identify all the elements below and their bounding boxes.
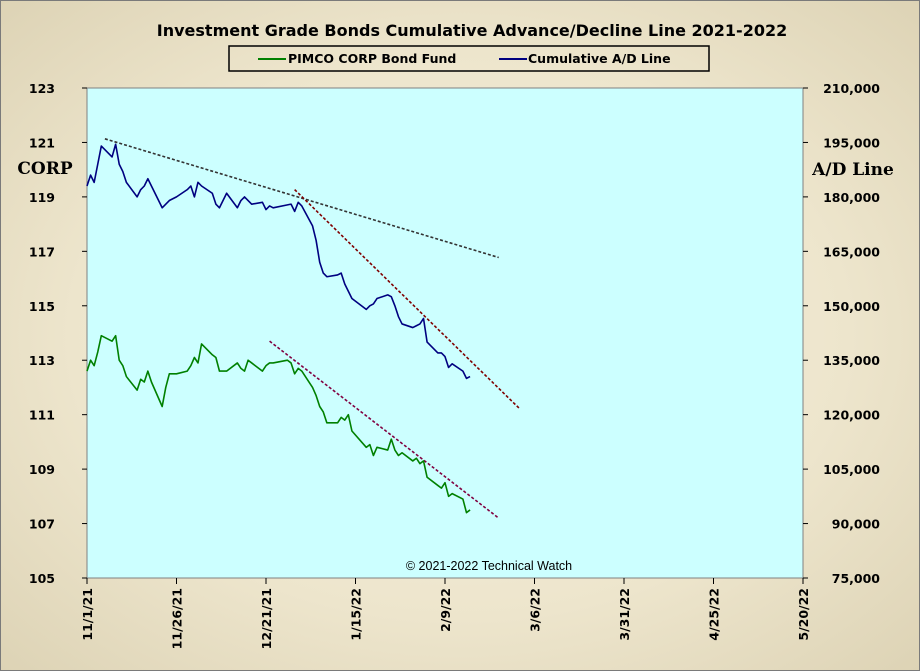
y-right-tick-label: 150,000 xyxy=(823,299,880,314)
y-right-tick-label: 180,000 xyxy=(823,190,880,205)
y-left-tick-label: 115 xyxy=(29,299,55,314)
y-left-tick-label: 105 xyxy=(29,571,55,586)
legend-label-ad: Cumulative A/D Line xyxy=(528,51,671,66)
chart-title: Investment Grade Bonds Cumulative Advanc… xyxy=(157,21,787,40)
y-left-tick-label: 123 xyxy=(29,81,55,96)
x-tick-label: 4/25/22 xyxy=(707,588,722,641)
y-right-tick-label: 105,000 xyxy=(823,462,880,477)
y-right-title: A/D Line xyxy=(811,160,894,180)
x-tick-label: 1/15/22 xyxy=(349,588,364,641)
y-left-tick-label: 107 xyxy=(29,517,55,532)
plot-area xyxy=(86,87,804,579)
x-tick-label: 12/21/21 xyxy=(259,588,274,649)
x-tick-label: 5/20/22 xyxy=(796,588,811,641)
y-right-tick-label: 75,000 xyxy=(832,571,881,586)
series-line-corp xyxy=(86,334,471,514)
y-left-tick-label: 113 xyxy=(29,353,55,368)
y-left-title: CORP xyxy=(17,159,72,179)
series-line-ad xyxy=(86,143,471,380)
y-right-tick-label: 135,000 xyxy=(823,353,880,368)
y-right-tick-label: 90,000 xyxy=(832,517,881,532)
x-tick-label: 11/26/21 xyxy=(170,588,185,649)
y-left-tick-label: 119 xyxy=(29,190,55,205)
y-left-tick-label: 117 xyxy=(29,244,55,259)
chart-marks: 105 107 109 111 113 115 117 119 121 123 75,000 90,0… xyxy=(29,81,880,649)
trendline-2 xyxy=(294,189,521,410)
x-tick-label: 3/31/22 xyxy=(617,588,632,641)
copyright-note: © 2021-2022 Technical Watch xyxy=(406,559,572,573)
y-left-tick-label: 121 xyxy=(29,135,55,150)
legend: PIMCO CORP Bond Fund Cumulative A/D Line xyxy=(228,45,710,72)
y-right-tick-label: 120,000 xyxy=(823,408,880,423)
trendline-1 xyxy=(104,138,499,259)
x-tick-label: 2/9/22 xyxy=(438,588,453,632)
y-right-tick-label: 210,000 xyxy=(823,81,880,96)
legend-label-corp: PIMCO CORP Bond Fund xyxy=(288,51,456,66)
y-left-tick-label: 111 xyxy=(29,408,55,423)
y-right-tick-label: 165,000 xyxy=(823,244,880,259)
y-right-tick-label: 195,000 xyxy=(823,135,880,150)
x-tick-label: 11/1/21 xyxy=(80,588,95,641)
trendline-3 xyxy=(269,340,500,519)
legend-box xyxy=(228,45,710,72)
x-tick-label: 3/6/22 xyxy=(528,588,543,632)
y-left-tick-label: 109 xyxy=(29,462,55,477)
